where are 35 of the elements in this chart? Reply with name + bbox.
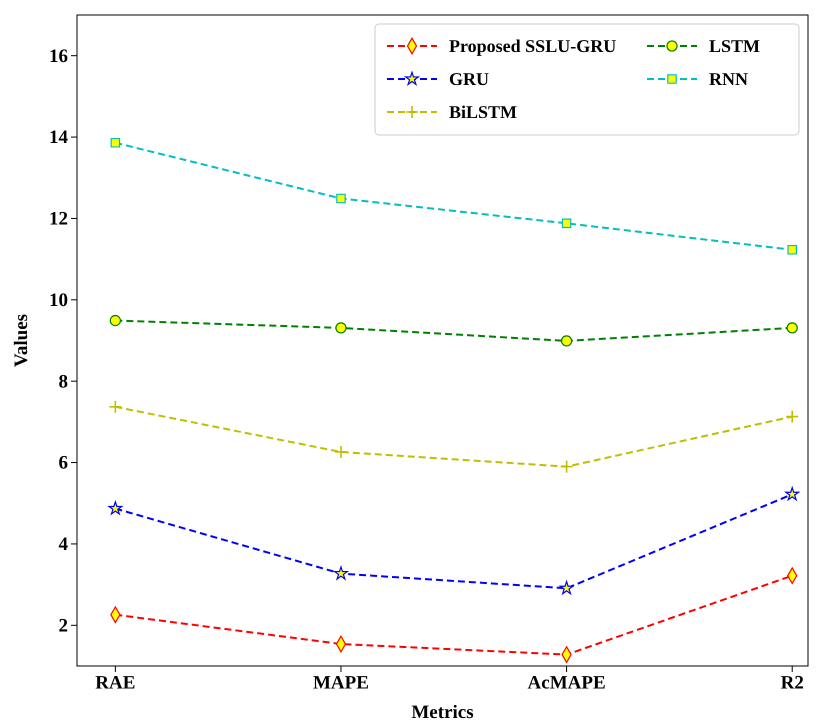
x-tick-label: MAPE xyxy=(313,672,369,694)
point xyxy=(335,322,347,334)
y-tick-label: 12 xyxy=(49,208,68,230)
y-tick-label: 2 xyxy=(58,615,68,636)
point xyxy=(108,501,122,515)
point xyxy=(110,138,120,148)
point xyxy=(786,322,798,334)
point xyxy=(109,400,122,413)
legend-label: RNN xyxy=(709,69,748,89)
point xyxy=(562,218,572,228)
point xyxy=(336,194,346,204)
point xyxy=(334,566,348,580)
point xyxy=(560,460,573,473)
legend-label: LSTM xyxy=(709,36,760,56)
y-tick-label: 6 xyxy=(58,452,68,474)
point xyxy=(560,581,574,594)
point xyxy=(787,244,797,255)
x-tick-label: R2 xyxy=(780,672,804,694)
point xyxy=(334,446,347,458)
y-axis-title: Values xyxy=(11,314,32,368)
point xyxy=(786,410,798,423)
legend-label: GRU xyxy=(449,69,489,89)
point xyxy=(560,335,572,347)
x-axis-title: Metrics xyxy=(411,702,474,721)
legend-label: BiLSTM xyxy=(449,102,518,122)
y-tick-label: 4 xyxy=(58,534,68,556)
x-tick-label: AcMAPE xyxy=(528,672,606,694)
point xyxy=(110,314,121,326)
y-tick-label: 14 xyxy=(49,127,68,148)
y-tick-label: 10 xyxy=(49,290,68,311)
y-tick-label: 8 xyxy=(58,371,68,392)
x-tick-label: RAE xyxy=(95,672,136,694)
legend-label: Proposed SSLU-GRU xyxy=(449,36,616,56)
y-tick-label: 16 xyxy=(49,46,68,67)
point xyxy=(785,487,800,500)
